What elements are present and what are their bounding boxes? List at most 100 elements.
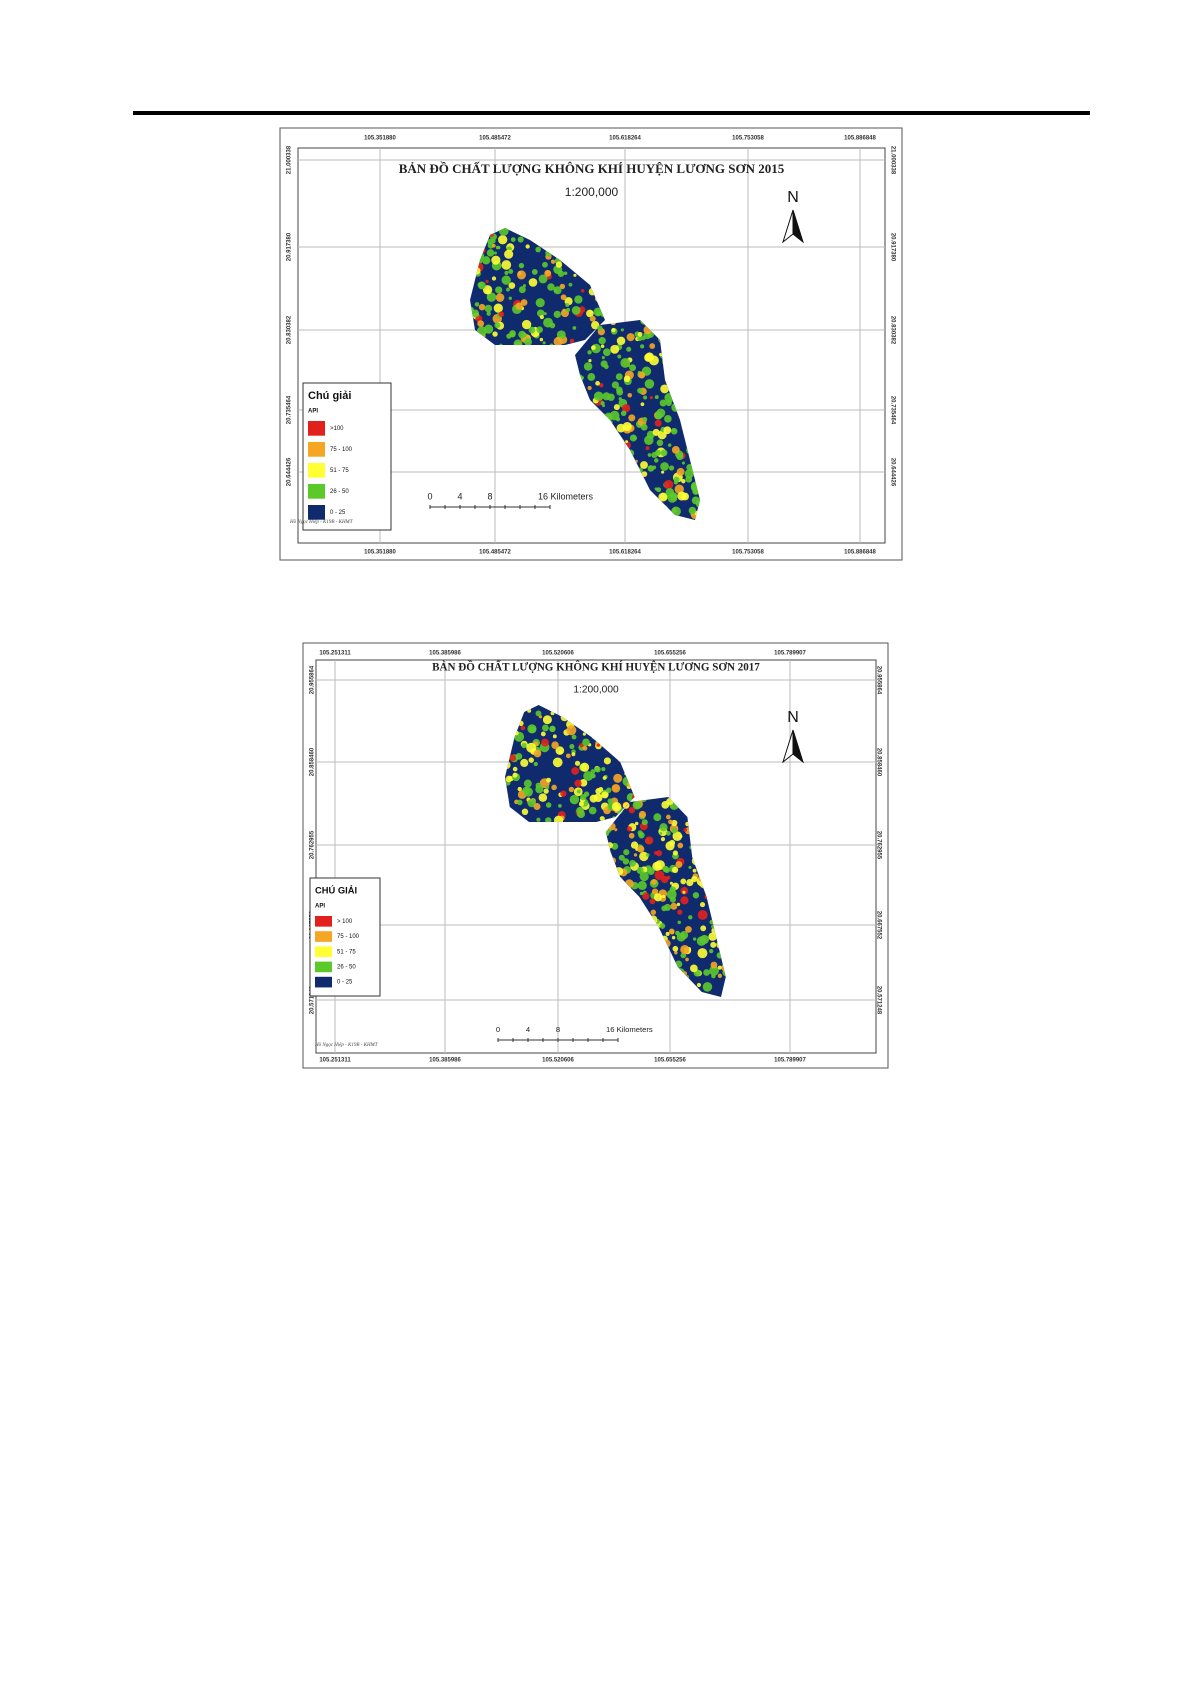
air-quality-patch [641, 819, 648, 826]
legend-swatch [308, 463, 325, 478]
air-quality-patch [700, 934, 710, 944]
air-quality-patch [671, 935, 676, 940]
air-quality-patch [493, 251, 497, 255]
air-quality-patch [672, 831, 683, 841]
air-quality-patch [615, 373, 623, 381]
air-quality-patch [626, 826, 633, 832]
legend-label: 75 - 100 [337, 934, 360, 940]
air-quality-patch [672, 850, 678, 856]
y-coordinate-label: 20.830382 [287, 315, 293, 344]
map: 105.351880 105.351880 105.485472 105.485472… [279, 127, 903, 561]
air-quality-patch [529, 726, 537, 734]
air-quality-patch [649, 898, 656, 905]
air-quality-patch [660, 384, 670, 394]
air-quality-patch [544, 269, 552, 277]
air-quality-patch [611, 842, 619, 850]
air-quality-patch [659, 352, 663, 357]
air-quality-patch [602, 776, 607, 780]
map-credit: Hồ Ngọc Hiệp - K19B - KHMT [314, 1043, 379, 1048]
y-coordinate-label: 20.762955 [310, 830, 316, 859]
air-quality-patch [690, 964, 698, 973]
air-quality-patch [633, 853, 638, 857]
legend-swatch [315, 946, 332, 958]
air-quality-patch [620, 410, 627, 417]
x-coordinate-label: 105.520606 [542, 1058, 574, 1064]
air-quality-patch [601, 356, 605, 360]
legend-swatch [308, 484, 325, 499]
air-quality-patch [611, 784, 621, 793]
air-quality-patch [533, 749, 542, 758]
air-quality-patch [597, 325, 603, 331]
y-coordinate-label: 21.000338 [287, 145, 293, 174]
air-quality-patch [582, 732, 586, 736]
air-quality-patch [665, 931, 670, 936]
air-quality-patch [498, 235, 508, 245]
air-quality-patch [569, 338, 575, 344]
air-quality-patch [653, 458, 659, 463]
air-quality-patch [665, 487, 675, 497]
air-quality-patch [477, 282, 483, 288]
air-quality-patch [521, 742, 527, 749]
air-quality-patch [611, 801, 622, 812]
legend-label: 51 - 75 [330, 468, 349, 474]
air-quality-patch [621, 404, 631, 413]
x-coordinate-label: 105.753058 [732, 136, 764, 142]
air-quality-patch [641, 471, 648, 477]
air-quality-patch [692, 868, 697, 873]
air-quality-patch [627, 393, 633, 398]
air-quality-patch [616, 388, 624, 396]
air-quality-patch [645, 836, 654, 845]
air-quality-patch [599, 816, 605, 822]
air-quality-patch [668, 928, 675, 935]
air-quality-patch [574, 295, 583, 304]
air-quality-patch [601, 767, 606, 772]
legend-subtitle: API [315, 904, 325, 910]
air-quality-patch [492, 331, 498, 337]
air-quality-patch [478, 303, 486, 311]
y-coordinate-label: 20.644426 [287, 457, 293, 486]
x-coordinate-label: 105.655256 [654, 1058, 686, 1064]
y-coordinate-label: 20.644426 [889, 458, 895, 487]
air-quality-patch [639, 344, 645, 349]
air-quality-patch [670, 428, 678, 435]
y-coordinate-label: 21.000338 [889, 146, 895, 175]
air-quality-patch [501, 275, 511, 285]
air-quality-patch [505, 775, 513, 783]
air-quality-patch [508, 269, 514, 274]
air-quality-patch [528, 278, 538, 287]
scale-bar-label: 0 [427, 491, 432, 501]
air-quality-patch [655, 850, 663, 857]
air-quality-patch [618, 397, 622, 401]
air-quality-patch [545, 785, 550, 790]
air-quality-patch [571, 752, 576, 757]
air-quality-patch [566, 725, 577, 736]
map-inner-frame [315, 659, 877, 1054]
air-quality-patch [679, 931, 689, 940]
air-quality-patch [599, 383, 604, 388]
y-coordinate-label: 20.917380 [889, 233, 895, 262]
air-quality-patch [628, 414, 636, 422]
air-quality-patch [495, 293, 505, 302]
air-quality-patch [648, 355, 659, 366]
x-coordinate-label: 105.351880 [364, 136, 396, 142]
legend-label: 26 - 50 [337, 964, 356, 970]
air-quality-patch [644, 379, 655, 389]
y-coordinate-label: 20.917380 [287, 232, 293, 261]
air-quality-patch [504, 249, 514, 259]
air-quality-patch [542, 261, 548, 268]
air-quality-patch [594, 766, 601, 773]
air-quality-patch [579, 779, 588, 787]
air-quality-patch [668, 465, 675, 471]
air-quality-patch [550, 259, 556, 264]
air-quality-patch [523, 787, 533, 797]
legend-subtitle: API [308, 409, 318, 415]
air-quality-patch [521, 332, 527, 338]
air-quality-patch [664, 415, 672, 423]
air-quality-patch [638, 810, 647, 819]
air-quality-patch [498, 311, 505, 318]
air-quality-patch [571, 305, 581, 315]
air-quality-patch [711, 973, 716, 979]
air-quality-patch [491, 255, 501, 265]
air-quality-patch [558, 803, 562, 808]
north-label: N [787, 709, 799, 726]
